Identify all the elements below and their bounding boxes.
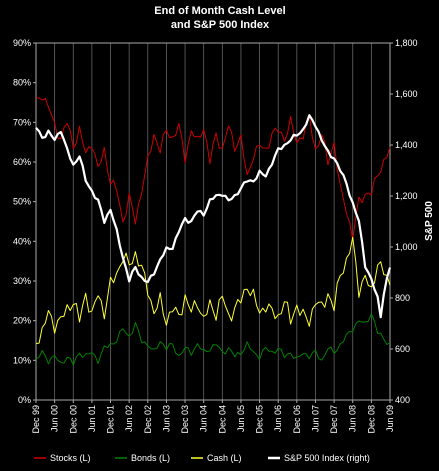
x-axis-tick-label: Dec 01 (106, 405, 116, 434)
series-line-stocks (35, 97, 391, 241)
x-axis-tick-label: Dec 07 (329, 405, 339, 434)
right-axis-tick-label: 800 (395, 293, 410, 303)
x-axis-tick-label: Jun 06 (273, 405, 283, 432)
x-axis-tick-label: Dec 08 (366, 405, 376, 434)
x-axis-tick-label: Dec 03 (180, 405, 190, 434)
legend-label: Bonds (L) (131, 453, 170, 463)
left-axis-tick-label: 0% (18, 395, 31, 405)
x-axis-tick-label: Dec 04 (217, 405, 227, 434)
legend-label: Cash (L) (207, 453, 242, 463)
x-axis-tick-label: Jun 04 (199, 405, 209, 432)
chart-title-line-2: and S&P 500 Index (171, 19, 270, 31)
legend-label: Stocks (L) (50, 453, 91, 463)
left-axis-tick-label: 70% (13, 117, 31, 127)
series-line-cash (35, 236, 391, 344)
right-axis-tick-label: 1,800 (395, 38, 418, 48)
plot-frame (35, 42, 391, 401)
x-axis-tick-label: Dec 99 (31, 405, 41, 434)
x-axis-tick-label: Jun 05 (236, 405, 246, 432)
left-axis-tick-label: 20% (13, 316, 31, 326)
right-axis-tick-label: 1,400 (395, 140, 418, 150)
right-axis-tick-label: 1,000 (395, 242, 418, 252)
x-axis-tick-label: Jun 03 (161, 405, 171, 432)
x-axis-tick-label: Dec 02 (143, 405, 153, 434)
x-axis-tick-label: Dec 06 (292, 405, 302, 434)
x-axis-tick-label: Jun 01 (87, 405, 97, 432)
left-axis-tick-label: 90% (13, 38, 31, 48)
right-axis-tick-label: 1,200 (395, 191, 418, 201)
left-axis-tick-label: 10% (13, 355, 31, 365)
x-axis-tick-label: Jun 07 (310, 405, 320, 432)
legend-label: S&P 500 Index (right) (284, 453, 370, 463)
left-axis-tick-label: 50% (13, 197, 31, 207)
x-axis-tick-label: Jun 00 (50, 405, 60, 432)
left-axis-tick-label: 30% (13, 276, 31, 286)
right-axis-label: S&P 500 (424, 201, 435, 241)
right-axis-tick-label: 400 (395, 395, 410, 405)
series-line-sp500 (35, 114, 392, 319)
right-axis-tick-label: 1,600 (395, 89, 418, 99)
left-axis-tick-label: 80% (13, 78, 31, 88)
legend: Stocks (L) Bonds (L) Cash (L) S&P 500 Index… (34, 453, 370, 463)
x-axis-tick-label: Dec 05 (255, 405, 265, 434)
plot-area: 0% 10% 20% 30% 40% 50% 60% 70% 80% 90% 400 600 800 1,… (13, 38, 418, 434)
right-axis-tick-label: 600 (395, 344, 410, 354)
x-axis-tick-label: Jun 08 (348, 405, 358, 432)
left-axis-tick-label: 60% (13, 157, 31, 167)
left-axis-tick-label: 40% (13, 236, 31, 246)
x-axis-tick-label: Dec 00 (68, 405, 78, 434)
series-line-bonds (35, 313, 391, 366)
x-axis-tick-label: Jun 09 (385, 405, 395, 432)
x-axis-tick-label: Jun 02 (124, 405, 134, 432)
chart-title-line-1: End of Month Cash Level (154, 5, 285, 17)
